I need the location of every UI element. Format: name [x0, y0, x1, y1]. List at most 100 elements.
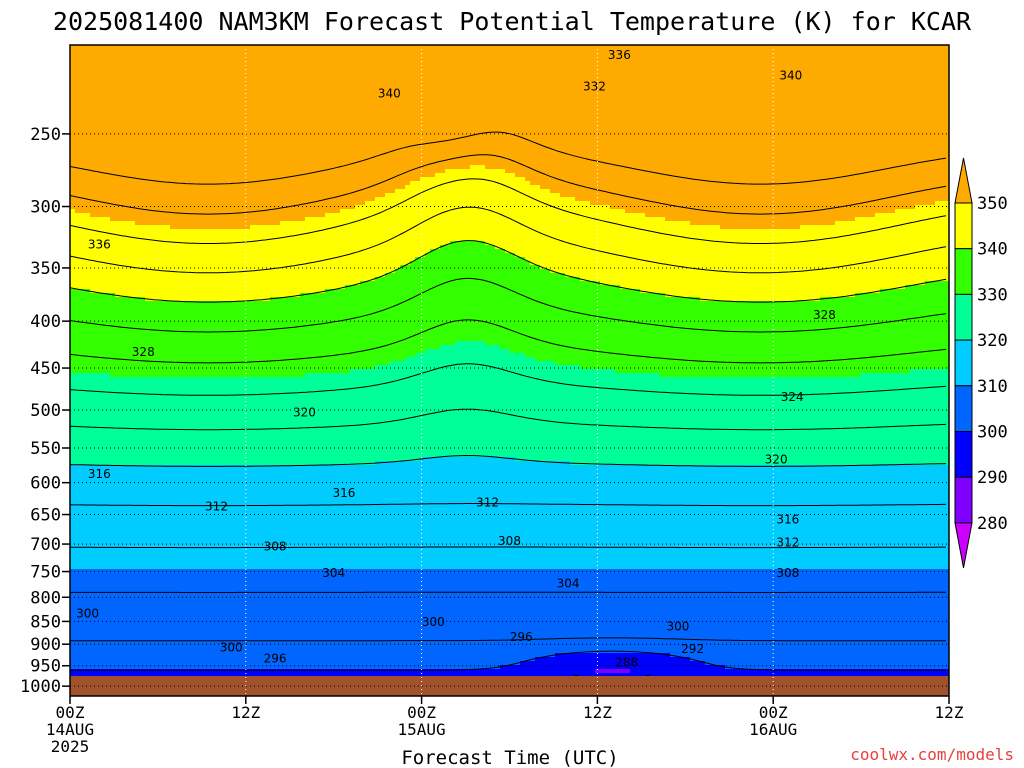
heatmap-cell [105, 589, 111, 594]
heatmap-cell [125, 345, 131, 350]
heatmap-cell [120, 277, 126, 282]
heatmap-cell [120, 157, 126, 162]
heatmap-cell [95, 65, 101, 70]
heatmap-cell [195, 429, 201, 434]
heatmap-cell [135, 181, 141, 186]
heatmap-cell [80, 121, 86, 126]
heatmap-cell [95, 325, 101, 330]
heatmap-cell [205, 341, 211, 346]
heatmap-cell [180, 257, 186, 262]
heatmap-cell [205, 461, 211, 466]
heatmap-cell [190, 101, 196, 106]
heatmap-cell [180, 589, 186, 594]
heatmap-cell [75, 457, 81, 462]
heatmap-cell [70, 89, 76, 94]
heatmap-cell [165, 45, 171, 50]
heatmap-cell [70, 141, 76, 146]
heatmap-cell [120, 177, 126, 182]
heatmap-cell [155, 433, 161, 438]
heatmap-cell [185, 565, 191, 570]
heatmap-cell [115, 57, 121, 62]
heatmap-cell [175, 297, 181, 302]
heatmap-cell [215, 65, 221, 70]
heatmap-cell [140, 209, 146, 214]
heatmap-cell [180, 369, 186, 374]
heatmap-cell [125, 113, 131, 118]
heatmap-cell [130, 361, 136, 366]
heatmap-cell [100, 289, 106, 294]
heatmap-cell [160, 301, 166, 306]
heatmap-cell [105, 113, 111, 118]
heatmap-cell [70, 413, 76, 418]
heatmap-cell [165, 421, 171, 426]
heatmap-cell [75, 233, 81, 238]
heatmap-cell [180, 161, 186, 166]
heatmap-cell [165, 481, 171, 486]
heatmap-cell [155, 381, 161, 386]
heatmap-cell [115, 605, 121, 610]
heatmap-cell [210, 537, 216, 542]
heatmap-cell [195, 509, 201, 514]
heatmap-cell [195, 129, 201, 134]
heatmap-cell [180, 461, 186, 466]
heatmap-cell [190, 569, 196, 574]
heatmap-cell [205, 601, 211, 606]
heatmap-cell [195, 137, 201, 142]
heatmap-cell [200, 593, 206, 598]
heatmap-cell [135, 101, 141, 106]
heatmap-cell [85, 533, 91, 538]
heatmap-cell [70, 53, 76, 58]
heatmap-cell [90, 209, 96, 214]
heatmap-cell [155, 521, 161, 526]
heatmap-cell [90, 113, 96, 118]
heatmap-cell [175, 157, 181, 162]
heatmap-cell [75, 213, 81, 218]
heatmap-cell [155, 169, 161, 174]
heatmap-cell [180, 661, 186, 666]
heatmap-cell [100, 481, 106, 486]
heatmap-cell [105, 85, 111, 90]
heatmap-cell [150, 245, 156, 250]
heatmap-cell [135, 621, 141, 626]
heatmap-cell [105, 101, 111, 106]
heatmap-cell [210, 177, 216, 182]
heatmap-cell [175, 405, 181, 410]
heatmap-cell [90, 669, 96, 674]
heatmap-cell [150, 365, 156, 370]
heatmap-cell [185, 589, 191, 594]
heatmap-cell [170, 605, 176, 610]
heatmap-cell [215, 473, 221, 478]
heatmap-cell [210, 429, 216, 434]
heatmap-cell [140, 493, 146, 498]
heatmap-cell [165, 169, 171, 174]
heatmap-cell [185, 357, 191, 362]
heatmap-cell [150, 173, 156, 178]
heatmap-cell [85, 401, 91, 406]
heatmap-cell [90, 257, 96, 262]
heatmap-cell [175, 533, 181, 538]
heatmap-cell [185, 517, 191, 522]
heatmap-cell [70, 201, 76, 206]
heatmap-cell [195, 629, 201, 634]
heatmap-cell [105, 549, 111, 554]
heatmap-cell [145, 265, 151, 270]
heatmap-cell [190, 237, 196, 242]
heatmap-cell [205, 345, 211, 350]
heatmap-cell [210, 449, 216, 454]
heatmap-cell [210, 345, 216, 350]
heatmap-cell [205, 81, 211, 86]
heatmap-cell [115, 441, 121, 446]
heatmap-cell [70, 185, 76, 190]
heatmap-cell [80, 605, 86, 610]
heatmap-cell [80, 325, 86, 330]
heatmap-cell [160, 317, 166, 322]
heatmap-cell [195, 537, 201, 542]
heatmap-cell [120, 221, 126, 226]
heatmap-cell [190, 233, 196, 238]
heatmap-cell [100, 249, 106, 254]
heatmap-cell [160, 181, 166, 186]
heatmap-cell [115, 485, 121, 490]
heatmap-cell [115, 117, 121, 122]
heatmap-cell [80, 301, 86, 306]
heatmap-cell [170, 465, 176, 470]
